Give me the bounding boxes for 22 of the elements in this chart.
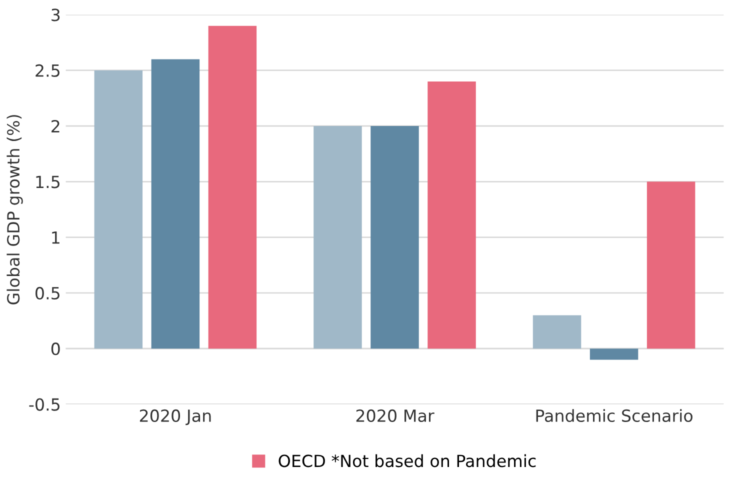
bar (151, 59, 200, 349)
bar (314, 126, 362, 349)
y-axis-title: Global GDP growth (%) (6, 115, 23, 304)
y-tick-label: -0.5 (29, 398, 60, 411)
y-tick-label: 2.5 (36, 64, 60, 77)
y-tick-label: 1.5 (36, 176, 60, 188)
bar (208, 26, 257, 349)
x-tick-label: Pandemic Scenario (536, 409, 692, 422)
bar (370, 126, 419, 349)
y-tick-label: 0 (51, 342, 60, 356)
y-tick-label: 1 (52, 231, 60, 244)
bar (532, 315, 582, 349)
x-tick-label: 2020 Jan (140, 409, 211, 426)
bar (94, 70, 143, 349)
y-tick-label: 3 (52, 8, 60, 22)
bar (590, 348, 638, 360)
legend-label: OECD *Not based on Pandemic (278, 454, 536, 468)
y-tick-label: 0.5 (36, 286, 60, 300)
y-tick-label: 2 (52, 120, 60, 132)
bar (428, 81, 476, 349)
x-tick-label: 2020 Mar (356, 409, 434, 422)
bar (646, 182, 696, 349)
